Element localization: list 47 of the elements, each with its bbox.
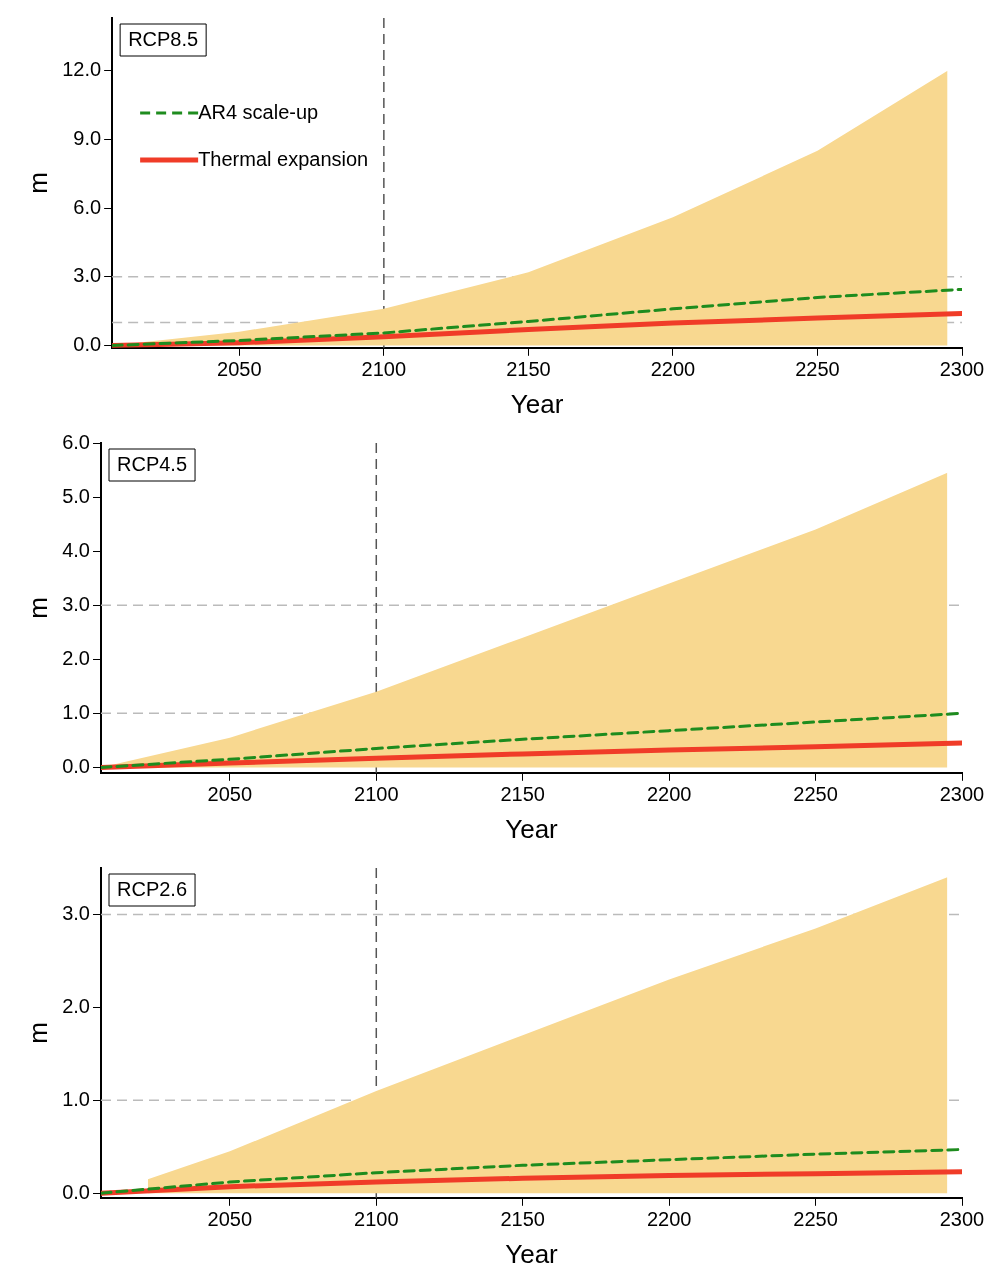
y-tick-label: 9.0 [73,126,102,149]
x-axis-title: Year [510,388,564,419]
y-tick-label: 3.0 [62,592,90,615]
annotation: RCP2.6 [117,877,188,900]
y-tick-label: 2.0 [62,646,90,669]
x-axis-title: Year [505,813,559,844]
legend-label: AR4 scale-up [198,100,319,123]
y-tick-label: 0.0 [62,754,90,777]
x-tick-label: 2150 [506,358,551,381]
x-tick-label: 2050 [217,358,262,381]
y-axis-title: m [22,1022,53,1044]
x-tick-label: 2150 [500,1208,545,1231]
x-axis-title: Year [505,1238,559,1269]
x-tick-label: 2100 [361,358,407,381]
x-tick-label: 2200 [646,1208,692,1231]
y-tick-label: 1.0 [62,700,90,723]
y-tick-label: 0.0 [62,1180,90,1203]
x-tick-label: 2100 [354,1208,399,1231]
y-tick-label: 0.0 [73,333,102,356]
y-tick-label: 6.0 [62,430,90,453]
line-series [101,711,962,769]
y-axis-title: m [22,172,53,194]
x-tick-label: 2250 [795,358,840,381]
y-tick-label: 6.0 [73,195,102,218]
x-tick-label: 2300 [939,783,985,806]
x-tick-label: 2300 [939,1208,985,1231]
y-axis-title: m [22,597,53,619]
y-tick-label: 5.0 [62,484,90,507]
x-tick-label: 2250 [793,783,838,806]
legend-label: Thermal expansion [198,147,369,170]
annotation: RCP8.5 [128,27,199,50]
x-tick-label: 2050 [207,1208,253,1231]
y-tick-label: 3.0 [62,901,90,924]
x-tick-label: 2300 [939,358,985,381]
x-tick-label: 2250 [793,1208,838,1231]
x-tick-label: 2050 [207,783,253,806]
annotation: RCP4.5 [117,452,188,475]
x-tick-label: 2200 [646,783,692,806]
line-series [101,1147,962,1195]
x-tick-label: 2150 [500,783,545,806]
y-tick-label: 3.0 [73,264,102,287]
y-tick-label: 1.0 [62,1087,90,1110]
y-tick-label: 12.0 [62,58,102,81]
x-tick-label: 2200 [650,358,696,381]
x-tick-label: 2100 [354,783,399,806]
y-tick-label: 2.0 [62,994,90,1017]
y-tick-label: 4.0 [62,538,90,561]
